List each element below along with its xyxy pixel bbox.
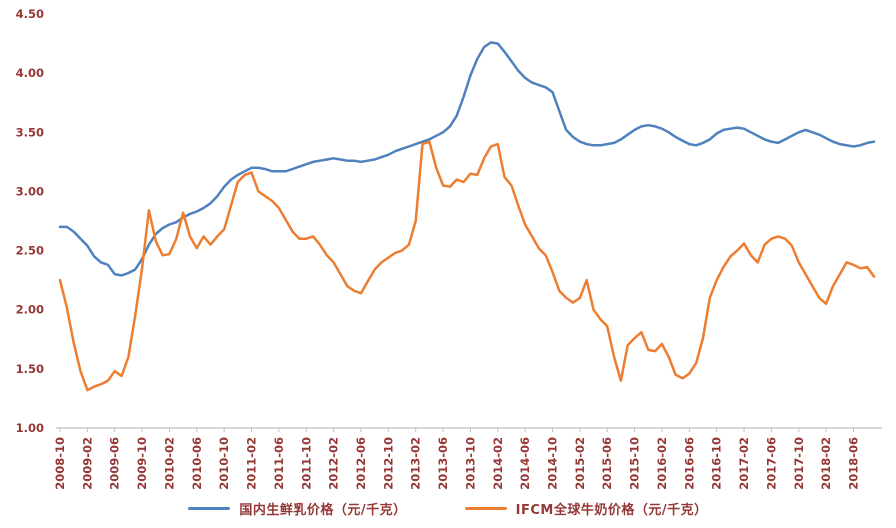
x-tick-label: 2015-06 [600, 437, 614, 490]
legend-label-domestic: 国内生鲜乳价格（元/千克） [239, 503, 407, 518]
legend-item-domestic-raw-milk[interactable]: 国内生鲜乳价格（元/千克） [188, 499, 406, 518]
x-tick-label: 2017-06 [764, 437, 778, 490]
x-tick-label: 2011-10 [299, 437, 313, 490]
x-tick-label: 2015-10 [628, 437, 642, 490]
x-tick-label: 2016-10 [710, 437, 724, 490]
series-line-domestic [58, 41, 876, 277]
series-line-global [58, 140, 876, 392]
x-tick-label: 2016-06 [682, 437, 696, 490]
x-tick-label: 2011-02 [245, 437, 259, 490]
x-tick-label: 2015-02 [573, 437, 587, 490]
x-tick-label: 2009-06 [108, 437, 122, 490]
legend-item-ifcm-global-milk[interactable]: IFCM全球牛奶价格（元/千克） [464, 499, 708, 518]
x-tick-label: 2010-02 [162, 437, 176, 490]
x-tick-label: 2009-02 [80, 437, 94, 490]
y-tick-label: 4.50 [16, 7, 44, 21]
x-tick-label: 2013-06 [436, 437, 450, 490]
y-tick-label: 4.00 [16, 66, 44, 80]
y-tick-label: 1.00 [16, 421, 44, 435]
chart-legend: 国内生鲜乳价格（元/千克） IFCM全球牛奶价格（元/千克） [0, 499, 896, 518]
y-tick-label: 2.50 [16, 244, 44, 258]
x-tick-label: 2014-06 [518, 437, 532, 490]
x-tick-label: 2017-10 [792, 437, 806, 490]
x-tick-label: 2011-06 [272, 437, 286, 490]
x-tick-label: 2016-02 [655, 437, 669, 490]
x-tick-label: 2014-02 [491, 437, 505, 490]
x-tick-label: 2013-10 [463, 437, 477, 490]
x-tick-label: 2008-10 [53, 437, 67, 490]
x-tick-label: 2010-10 [217, 437, 231, 490]
x-tick-label: 2013-02 [409, 437, 423, 490]
legend-label-global: IFCM全球牛奶价格（元/千克） [515, 503, 708, 518]
y-tick-label: 1.50 [16, 362, 44, 376]
x-tick-label: 2012-10 [381, 437, 395, 490]
x-tick-label: 2009-10 [135, 437, 149, 490]
x-tick-label: 2012-02 [327, 437, 341, 490]
global-line-swatch-icon [464, 507, 507, 510]
x-tick-label: 2012-06 [354, 437, 368, 490]
x-tick-label: 2017-02 [737, 437, 751, 490]
y-tick-label: 3.50 [16, 125, 44, 139]
x-tick-label: 2010-06 [190, 437, 204, 490]
x-tick-label: 2018-06 [846, 437, 860, 490]
x-tick-label: 2018-02 [819, 437, 833, 490]
x-tick-label: 2014-10 [546, 437, 560, 490]
y-tick-label: 3.00 [16, 184, 44, 198]
domestic-line-swatch-icon [188, 507, 231, 510]
y-tick-label: 2.00 [16, 303, 44, 317]
